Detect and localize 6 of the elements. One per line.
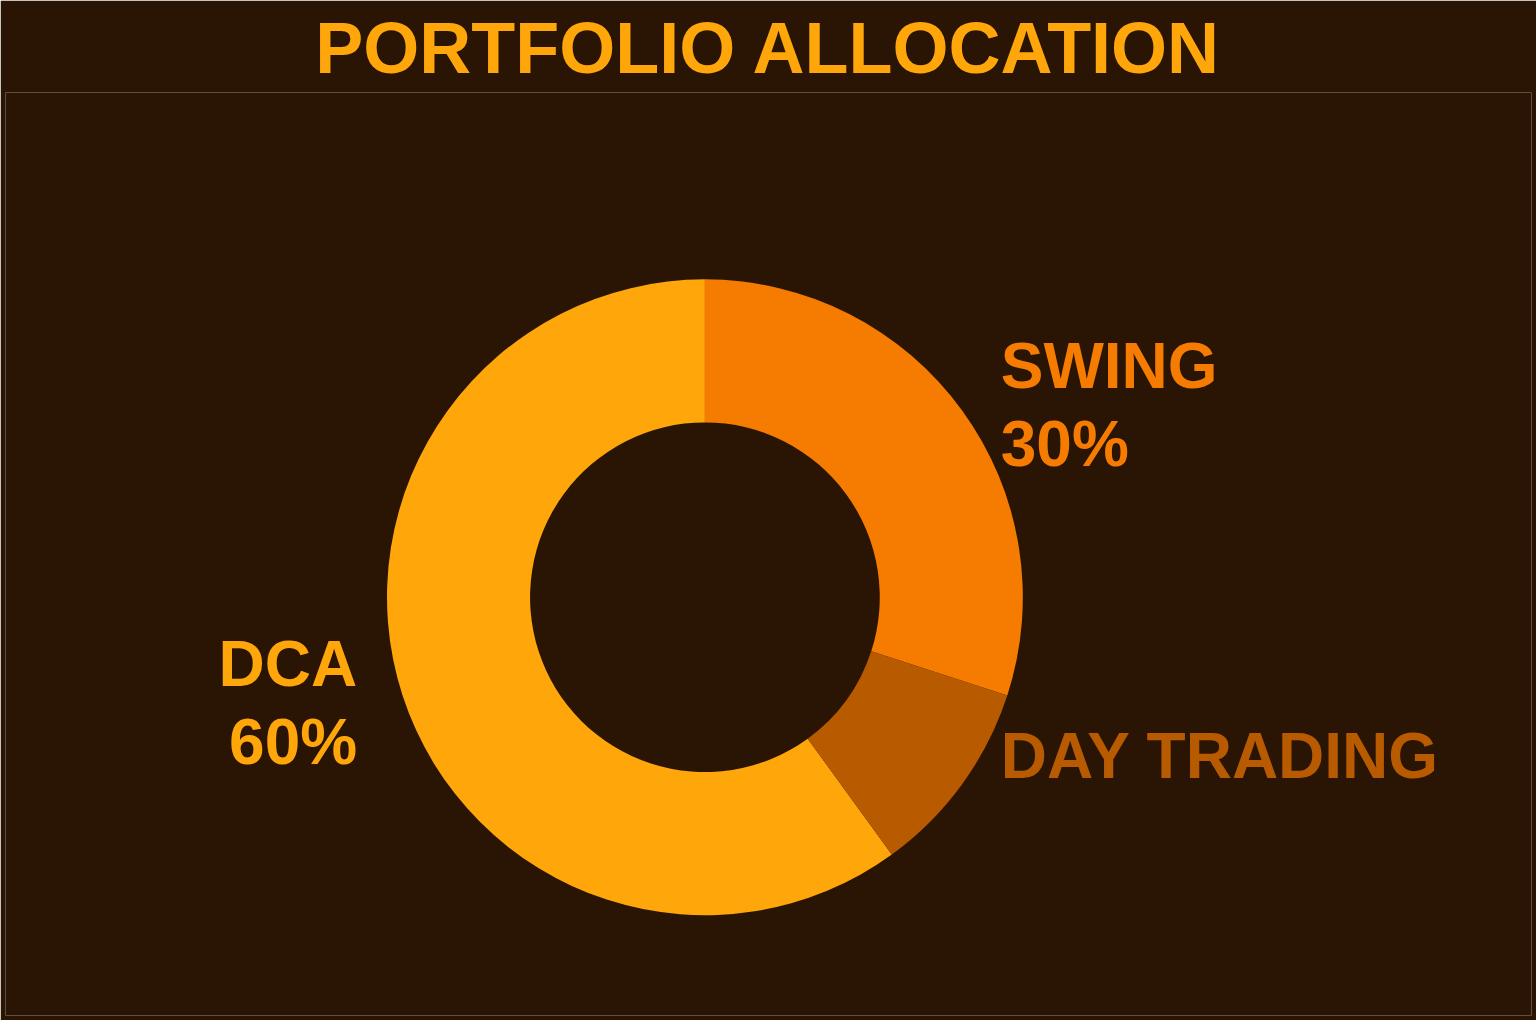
slice-label: SWING	[1000, 330, 1218, 403]
data-label: 60%	[229, 705, 358, 778]
data-label: 30%	[1000, 408, 1129, 481]
slice-label: DAY TRADING	[1000, 720, 1439, 793]
slice-label: DCA	[218, 627, 358, 700]
chart-title: PORTFOLIO ALLOCATION	[315, 7, 1220, 88]
